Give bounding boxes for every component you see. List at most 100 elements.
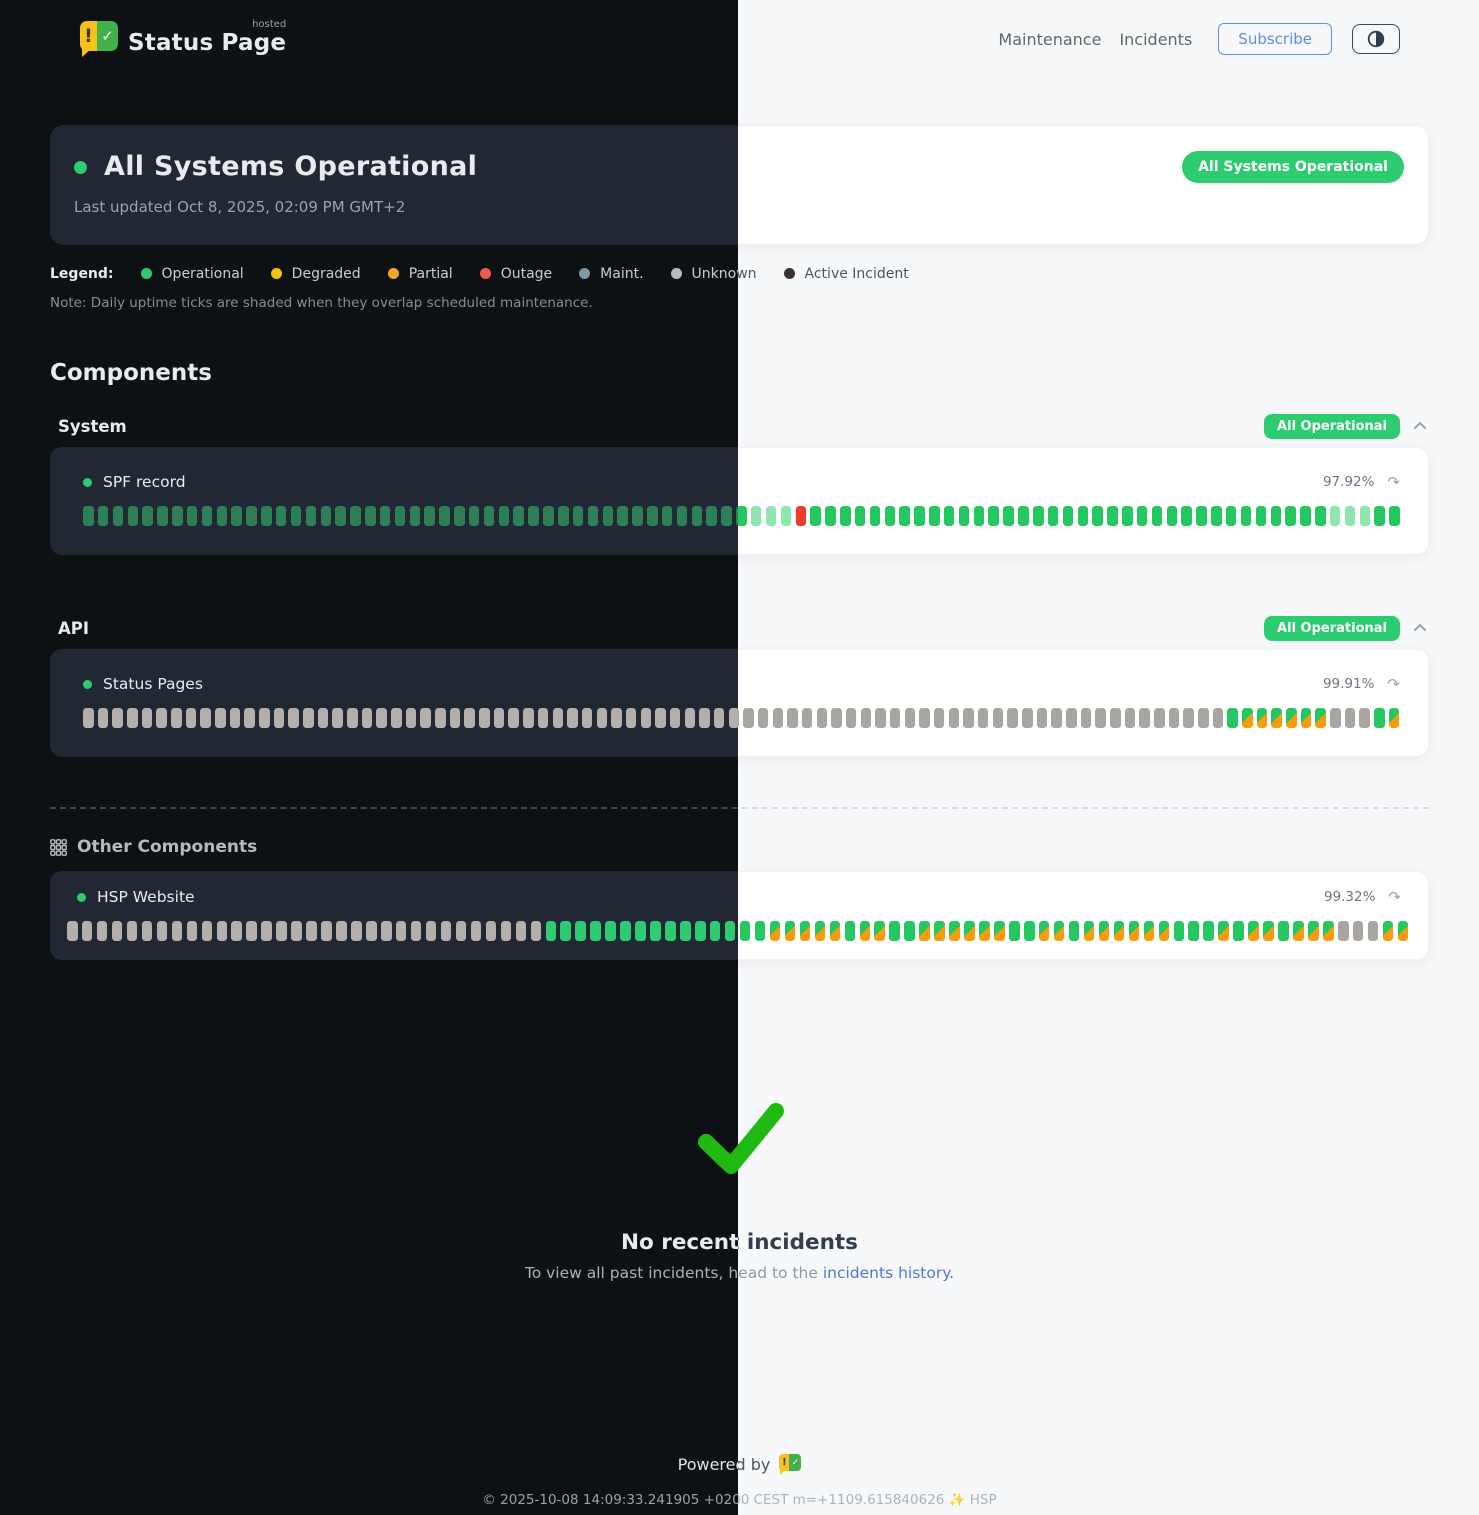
- uptime-tick[interactable]: [470, 921, 482, 941]
- uptime-tick[interactable]: [567, 708, 578, 728]
- uptime-tick[interactable]: [1211, 506, 1222, 526]
- uptime-tick[interactable]: [156, 921, 168, 941]
- uptime-tick[interactable]: [973, 506, 985, 526]
- uptime-tick[interactable]: [680, 921, 691, 941]
- uptime-tick[interactable]: [366, 921, 377, 941]
- uptime-tick[interactable]: [498, 506, 510, 526]
- uptime-tick[interactable]: [1240, 506, 1252, 526]
- uptime-tick[interactable]: [979, 921, 990, 941]
- uptime-tick[interactable]: [543, 506, 554, 526]
- uptime-tick[interactable]: [869, 506, 881, 526]
- uptime-tick[interactable]: [1263, 921, 1274, 941]
- uptime-tick[interactable]: [650, 921, 661, 941]
- uptime-tick[interactable]: [142, 506, 153, 526]
- uptime-tick[interactable]: [1077, 506, 1089, 526]
- uptime-tick[interactable]: [1183, 708, 1194, 728]
- uptime-tick[interactable]: [97, 708, 109, 728]
- uptime-tick[interactable]: [259, 708, 270, 728]
- uptime-tick[interactable]: [479, 708, 490, 728]
- uptime-tick[interactable]: [1248, 921, 1259, 941]
- uptime-tick[interactable]: [757, 708, 769, 728]
- uptime-tick[interactable]: [171, 921, 183, 941]
- uptime-tick[interactable]: [97, 506, 109, 526]
- uptime-tick[interactable]: [605, 921, 616, 941]
- uptime-tick[interactable]: [261, 921, 272, 941]
- uptime-trend-icon[interactable]: ↷: [1387, 473, 1400, 491]
- uptime-tick[interactable]: [1308, 921, 1319, 941]
- uptime-tick[interactable]: [1022, 708, 1033, 728]
- uptime-tick[interactable]: [515, 921, 527, 941]
- uptime-tick[interactable]: [261, 506, 272, 526]
- uptime-tick[interactable]: [141, 921, 153, 941]
- uptime-tick[interactable]: [468, 506, 480, 526]
- uptime-tick[interactable]: [1139, 708, 1150, 728]
- uptime-tick[interactable]: [96, 921, 108, 941]
- uptime-tick[interactable]: [1124, 708, 1136, 728]
- uptime-tick[interactable]: [1359, 506, 1371, 526]
- uptime-tick[interactable]: [1233, 921, 1244, 941]
- uptime-tick[interactable]: [127, 506, 139, 526]
- uptime-tick[interactable]: [1038, 921, 1050, 941]
- uptime-tick[interactable]: [581, 708, 593, 728]
- uptime-tick[interactable]: [1203, 921, 1214, 941]
- uptime-tick[interactable]: [963, 708, 974, 728]
- uptime-tick[interactable]: [246, 506, 257, 526]
- uptime-tick[interactable]: [1374, 506, 1385, 526]
- uptime-tick[interactable]: [246, 921, 257, 941]
- uptime-tick[interactable]: [695, 921, 706, 941]
- uptime-tick[interactable]: [276, 921, 287, 941]
- uptime-tick[interactable]: [914, 506, 925, 526]
- uptime-tick[interactable]: [738, 708, 740, 728]
- uptime-tick[interactable]: [889, 921, 900, 941]
- uptime-tick[interactable]: [1062, 506, 1074, 526]
- uptime-tick[interactable]: [1218, 921, 1229, 941]
- uptime-tick[interactable]: [449, 708, 461, 728]
- uptime-tick[interactable]: [1158, 921, 1170, 941]
- uptime-tick[interactable]: [350, 506, 361, 526]
- uptime-tick[interactable]: [709, 921, 721, 941]
- uptime-tick[interactable]: [1388, 708, 1400, 728]
- uptime-tick[interactable]: [1151, 506, 1163, 526]
- uptime-tick[interactable]: [1003, 506, 1014, 526]
- uptime-tick[interactable]: [435, 708, 446, 728]
- uptime-tick[interactable]: [769, 921, 781, 941]
- uptime-tick[interactable]: [728, 708, 740, 728]
- uptime-tick[interactable]: [1154, 708, 1165, 728]
- uptime-tick[interactable]: [1271, 708, 1282, 728]
- uptime-tick[interactable]: [229, 708, 241, 728]
- uptime-tick[interactable]: [572, 506, 584, 526]
- uptime-tick[interactable]: [231, 506, 242, 526]
- uptime-tick[interactable]: [829, 921, 841, 941]
- uptime-tick[interactable]: [1389, 506, 1400, 526]
- uptime-tick[interactable]: [500, 921, 512, 941]
- uptime-tick[interactable]: [738, 506, 747, 526]
- uptime-tick[interactable]: [1053, 921, 1065, 941]
- collapse-group-button[interactable]: [1411, 417, 1429, 435]
- uptime-tick[interactable]: [439, 506, 450, 526]
- uptime-tick[interactable]: [273, 708, 285, 728]
- uptime-tick[interactable]: [171, 708, 182, 728]
- uptime-tick[interactable]: [347, 708, 358, 728]
- uptime-tick[interactable]: [1113, 921, 1125, 941]
- uptime-tick[interactable]: [464, 708, 475, 728]
- uptime-tick[interactable]: [1270, 506, 1281, 526]
- uptime-trend-icon[interactable]: ↷: [1388, 888, 1401, 906]
- uptime-tick[interactable]: [831, 708, 842, 728]
- uptime-tick[interactable]: [958, 506, 970, 526]
- uptime-tick[interactable]: [485, 921, 497, 941]
- uptime-tick[interactable]: [814, 921, 826, 941]
- uptime-tick[interactable]: [1136, 506, 1148, 526]
- uptime-tick[interactable]: [1051, 708, 1062, 728]
- uptime-tick[interactable]: [640, 708, 652, 728]
- uptime-tick[interactable]: [904, 921, 915, 941]
- uptime-tick[interactable]: [409, 506, 421, 526]
- uptime-tick[interactable]: [617, 506, 628, 526]
- uptime-tick[interactable]: [799, 921, 811, 941]
- brand[interactable]: ! ✓ hosted Status Page: [80, 19, 286, 57]
- uptime-tick[interactable]: [1352, 921, 1364, 941]
- uptime-tick[interactable]: [948, 708, 960, 728]
- uptime-tick[interactable]: [1374, 708, 1385, 728]
- uptime-tick[interactable]: [795, 506, 806, 526]
- uptime-tick[interactable]: [552, 708, 563, 728]
- nav-maintenance[interactable]: Maintenance: [998, 29, 1102, 49]
